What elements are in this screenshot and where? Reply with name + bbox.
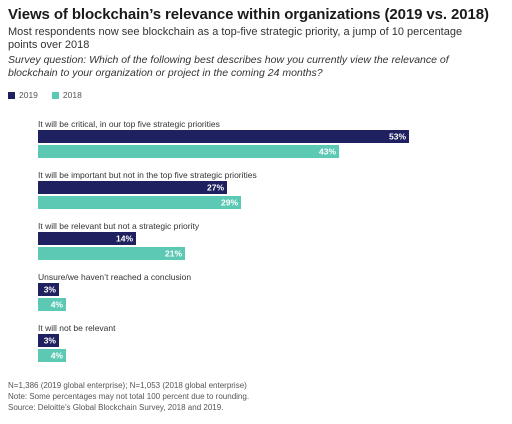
bar-2019 (38, 283, 59, 296)
data-label-2018: 4% (51, 351, 64, 361)
data-label-2019: 3% (44, 336, 57, 346)
legend-item-2018: 2018 (51, 90, 82, 100)
category-label: It will be relevant but not a strategic … (38, 221, 200, 231)
legend-swatch-2019 (8, 91, 15, 99)
footnote-rounding-note: Note: Some percentages may not total 100… (8, 392, 250, 401)
bar-2018 (38, 349, 66, 362)
legend-swatch-2018 (51, 91, 59, 99)
bar-2019 (38, 181, 227, 194)
bar-chart: It will be critical, in our top five str… (38, 119, 409, 362)
bar-2018 (38, 196, 241, 209)
data-label-2019: 27% (207, 183, 224, 193)
legend-label-2018: 2018 (62, 90, 82, 100)
data-label-2018: 43% (319, 147, 336, 157)
bar-2019 (38, 130, 409, 143)
data-label-2018: 4% (51, 300, 64, 310)
footnote-source: Source: Deloitte’s Global Blockchain Sur… (8, 403, 224, 412)
bar-2018 (38, 145, 339, 158)
survey-question: Survey question: Which of the following … (8, 54, 449, 79)
legend-item-2019: 2019 (8, 90, 38, 100)
legend-label-2019: 2019 (19, 90, 38, 100)
data-label-2018: 21% (165, 249, 182, 259)
footnotes: N=1,386 (2019 global enterprise); N=1,05… (8, 380, 249, 413)
bar-2019 (38, 334, 59, 347)
data-label-2019: 3% (44, 285, 57, 295)
bar-2019 (38, 232, 136, 245)
bar-2018 (38, 298, 66, 311)
category-label: Unsure/we haven’t reached a conclusion (38, 272, 191, 282)
data-label-2019: 14% (116, 234, 133, 244)
category-label: It will be important but not in the top … (38, 170, 257, 180)
bar-2018 (38, 247, 185, 260)
data-label-2019: 53% (389, 132, 406, 142)
data-label-2018: 29% (221, 198, 238, 208)
footnote-sample-size: N=1,386 (2019 global enterprise); N=1,05… (8, 381, 247, 390)
legend: 2019 2018 (8, 90, 82, 100)
chart-title: Views of blockchain’s relevance within o… (8, 6, 489, 23)
category-label: It will not be relevant (38, 323, 116, 333)
category-label: It will be critical, in our top five str… (38, 119, 220, 129)
chart-subtitle: Most respondents now see blockchain as a… (8, 26, 463, 51)
